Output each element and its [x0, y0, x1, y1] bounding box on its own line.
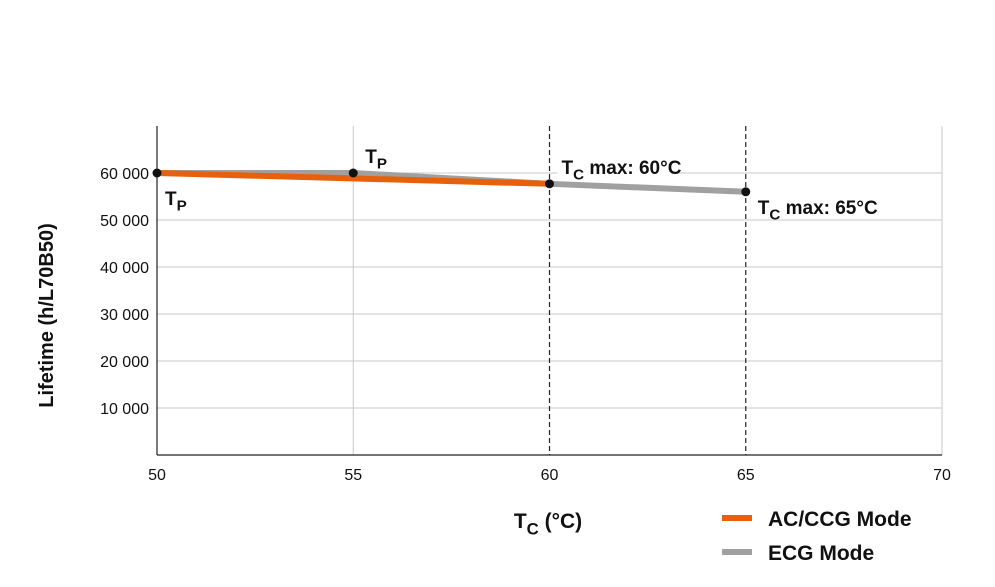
x-tick-label: 70 [933, 467, 951, 484]
x-tick-label: 65 [737, 467, 755, 484]
y-tick-label: 10 000 [100, 401, 149, 418]
x-tick-label: 55 [344, 467, 362, 484]
data-point [152, 168, 162, 178]
x-tick-label: 50 [148, 467, 166, 484]
y-tick-label: 30 000 [100, 307, 149, 324]
annotation-label: TC max: 60°C [562, 158, 682, 184]
data-point [741, 187, 751, 197]
x-axis-label: TC (°C) [514, 510, 582, 538]
series-line-ac-ccg-mode [156, 170, 550, 187]
legend-label: AC/CCG Mode [768, 508, 912, 531]
x-tick-label: 60 [541, 467, 559, 484]
y-tick-label: 50 000 [100, 213, 149, 230]
annotation-background [557, 153, 678, 180]
legend-label: ECG Mode [768, 542, 874, 565]
y-tick-label: 60 000 [100, 166, 149, 183]
annotation-label: TP [165, 189, 187, 215]
data-point [348, 168, 358, 178]
annotation-label: TC max: 65°C [758, 198, 878, 224]
data-point [545, 179, 554, 189]
y-tick-label: 40 000 [100, 260, 149, 277]
y-tick-label: 20 000 [100, 354, 149, 371]
annotation-label: TP [365, 147, 387, 173]
y-axis-label: Lifetime (h/L70B50) [36, 223, 58, 407]
